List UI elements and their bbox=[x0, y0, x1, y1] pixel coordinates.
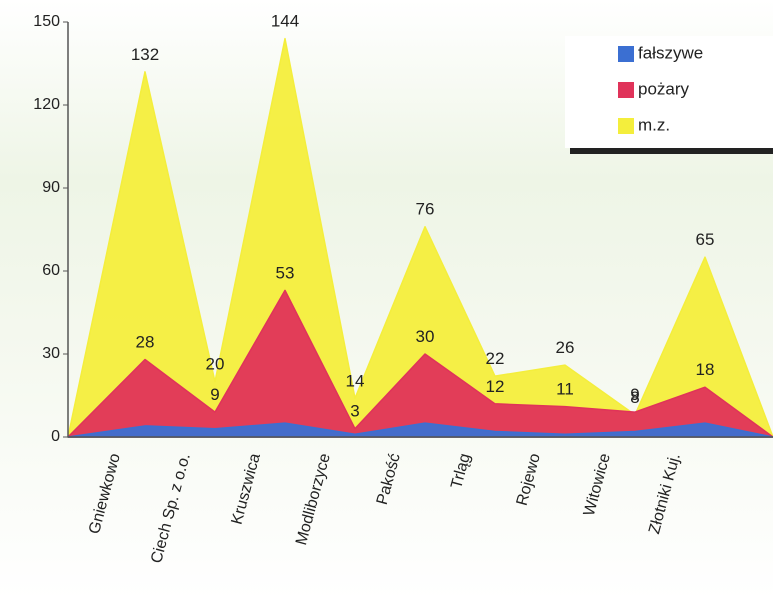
y-tick-label: 120 bbox=[33, 96, 60, 113]
data-label: 53 bbox=[276, 263, 295, 282]
data-label: 18 bbox=[696, 360, 715, 379]
legend-entries: fałszywe pożary m.z. bbox=[618, 43, 703, 134]
area bbox=[67, 422, 773, 438]
area bbox=[67, 289, 773, 438]
area bbox=[67, 37, 773, 438]
legend-swatch bbox=[618, 46, 634, 62]
legend-label: fałszywe bbox=[638, 43, 703, 62]
data-label: 30 bbox=[416, 327, 435, 346]
data-label: 76 bbox=[416, 200, 435, 219]
legend-label: pożary bbox=[638, 79, 690, 98]
plot-area bbox=[67, 37, 773, 438]
data-label: 9 bbox=[210, 385, 219, 404]
legend-swatch bbox=[618, 118, 634, 134]
legend-label: m.z. bbox=[638, 115, 670, 134]
data-label: 65 bbox=[696, 230, 715, 249]
data-label: 144 bbox=[271, 12, 299, 31]
data-label: 22 bbox=[486, 349, 505, 368]
y-tick-label: 30 bbox=[42, 345, 60, 362]
legend-swatch bbox=[618, 82, 634, 98]
data-label: 11 bbox=[556, 380, 574, 399]
data-label: 12 bbox=[486, 377, 505, 396]
data-label: 132 bbox=[131, 45, 159, 64]
y-tick-label: 60 bbox=[42, 262, 60, 279]
data-label: 14 bbox=[346, 371, 365, 390]
data-label: 20 bbox=[206, 355, 225, 374]
y-tick-label: 90 bbox=[42, 179, 60, 196]
data-label: 3 bbox=[350, 402, 359, 421]
y-tick-label: 150 bbox=[33, 13, 60, 30]
data-label: 28 bbox=[136, 333, 155, 352]
data-label: 9 bbox=[630, 385, 639, 404]
y-tick-label: 0 bbox=[51, 428, 60, 445]
data-label: 8 bbox=[630, 388, 639, 407]
legend bbox=[565, 36, 773, 148]
data-label: 26 bbox=[556, 338, 575, 357]
